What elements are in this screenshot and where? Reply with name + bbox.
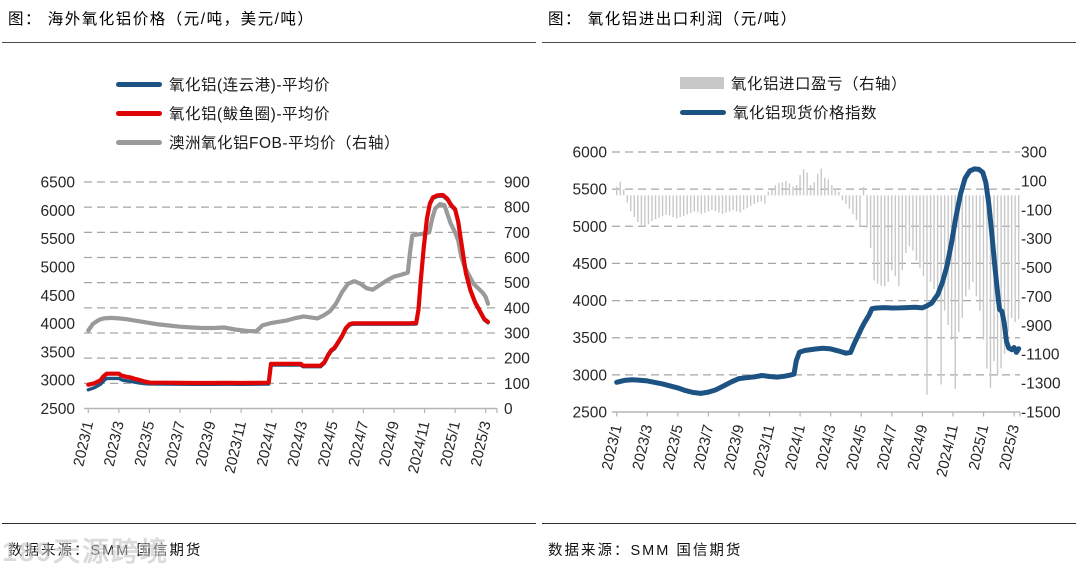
- line-swatch-icon: [116, 139, 162, 145]
- svg-text:600: 600: [504, 250, 530, 267]
- svg-text:900: 900: [504, 175, 530, 192]
- bar-swatch-icon: [680, 77, 724, 89]
- svg-text:2024/7: 2024/7: [874, 423, 901, 472]
- legend-item-australia-fob: 澳洲氧化铝FOB-平均价（右轴）: [116, 131, 400, 153]
- svg-text:2023/3: 2023/3: [629, 423, 656, 472]
- svg-text:3500: 3500: [573, 330, 608, 347]
- svg-text:-100: -100: [1021, 202, 1052, 219]
- svg-text:5000: 5000: [573, 219, 608, 236]
- svg-text:2024/5: 2024/5: [315, 420, 342, 469]
- right-title-divider: [542, 42, 1076, 43]
- svg-text:300: 300: [1021, 145, 1047, 162]
- left-chart-title: 图： 海外氧化铝价格（元/吨，美元/吨）: [8, 11, 315, 28]
- svg-text:4000: 4000: [41, 316, 76, 333]
- legend-item-spot-index: 氧化铝现货价格指数: [680, 101, 907, 123]
- line-swatch-icon: [116, 81, 162, 87]
- left-chart-canvas: 6500600055005000450040003500300025009008…: [41, 175, 531, 476]
- svg-text:400: 400: [504, 300, 530, 317]
- svg-text:4000: 4000: [573, 293, 608, 310]
- left-source-divider: [2, 523, 536, 524]
- svg-text:2023/3: 2023/3: [101, 420, 128, 469]
- legend-label: 澳洲氧化铝FOB-平均价（右轴）: [169, 135, 401, 152]
- line-swatch-icon: [680, 109, 726, 115]
- right-chart-title: 图： 氧化铝进出口利润（元/吨）: [548, 11, 798, 28]
- svg-text:2024/1: 2024/1: [254, 420, 281, 469]
- svg-text:2023/11: 2023/11: [750, 423, 779, 479]
- svg-text:5000: 5000: [41, 259, 76, 276]
- legend-label: 氧化铝(鲅鱼圈)-平均价: [169, 106, 330, 123]
- svg-text:-500: -500: [1021, 260, 1052, 277]
- svg-text:3500: 3500: [41, 344, 76, 361]
- svg-text:2024/3: 2024/3: [284, 420, 311, 469]
- svg-text:800: 800: [504, 200, 530, 217]
- right-chart-panel: 图： 氧化铝进出口利润（元/吨） 6000 5500 5000 4500 4000 350…: [540, 0, 1080, 575]
- svg-text:300: 300: [504, 326, 530, 343]
- svg-text:2025/1: 2025/1: [966, 423, 993, 472]
- svg-text:2024/5: 2024/5: [843, 423, 870, 472]
- legend-item-lianyungang: 氧化铝(连云港)-平均价: [116, 73, 400, 95]
- svg-text:2024/1: 2024/1: [782, 423, 809, 472]
- watermark: 189天源跨境: [2, 537, 170, 567]
- svg-text:-1500: -1500: [1021, 405, 1061, 422]
- legend-item-import-pnl: 氧化铝进口盈亏（右轴）: [680, 72, 907, 94]
- legend-label: 氧化铝进口盈亏（右轴）: [731, 76, 908, 93]
- legend-label: 氧化铝(连云港)-平均价: [169, 77, 330, 94]
- svg-text:2023/9: 2023/9: [721, 423, 748, 472]
- left-chart-panel: 图： 海外氧化铝价格（元/吨，美元/吨） 6500 6000 5500 5000 450…: [2, 11, 536, 559]
- svg-text:2023/9: 2023/9: [193, 420, 220, 469]
- svg-text:100: 100: [504, 376, 530, 393]
- right-source-divider: [542, 523, 1076, 524]
- svg-text:2024/11: 2024/11: [405, 420, 434, 476]
- svg-text:2024/7: 2024/7: [345, 420, 372, 469]
- svg-text:2023/7: 2023/7: [690, 423, 717, 472]
- svg-text:5500: 5500: [573, 182, 608, 199]
- svg-text:2023/1: 2023/1: [599, 423, 626, 472]
- svg-text:5500: 5500: [41, 231, 76, 248]
- svg-text:500: 500: [504, 275, 530, 292]
- svg-text:2024/11: 2024/11: [933, 423, 962, 479]
- svg-text:4500: 4500: [573, 256, 608, 273]
- svg-text:2024/9: 2024/9: [904, 423, 931, 472]
- svg-text:6500: 6500: [41, 175, 76, 192]
- svg-text:2025/3: 2025/3: [468, 420, 495, 469]
- svg-text:2023/5: 2023/5: [131, 420, 158, 469]
- svg-text:2500: 2500: [573, 405, 608, 422]
- left-chart-legend: 氧化铝(连云港)-平均价 氧化铝(鲅鱼圈)-平均价 澳洲氧化铝FOB-平均价（右…: [116, 73, 400, 153]
- legend-item-bayuquan: 氧化铝(鲅鱼圈)-平均价: [116, 102, 400, 124]
- svg-text:2023/11: 2023/11: [222, 420, 251, 476]
- svg-text:2023/1: 2023/1: [70, 420, 97, 469]
- svg-text:3000: 3000: [573, 367, 608, 384]
- svg-text:3000: 3000: [41, 373, 76, 390]
- svg-text:2024/9: 2024/9: [376, 420, 403, 469]
- svg-text:2024/3: 2024/3: [813, 423, 840, 472]
- left-data-source: 数据来源：SMM 国信期货: [8, 543, 203, 559]
- svg-text:2023/7: 2023/7: [162, 420, 189, 469]
- svg-text:0: 0: [504, 401, 513, 418]
- svg-text:2025/3: 2025/3: [996, 423, 1023, 472]
- legend-label: 氧化铝现货价格指数: [733, 105, 878, 122]
- svg-text:200: 200: [504, 351, 530, 368]
- svg-text:-1100: -1100: [1021, 347, 1060, 364]
- svg-text:700: 700: [504, 225, 530, 242]
- line-swatch-icon: [116, 110, 162, 116]
- svg-text:100: 100: [1021, 173, 1047, 190]
- left-title-divider: [2, 42, 536, 43]
- svg-text:-700: -700: [1021, 289, 1052, 306]
- svg-text:-300: -300: [1021, 231, 1052, 248]
- svg-text:2025/1: 2025/1: [437, 420, 464, 469]
- svg-text:-1300: -1300: [1021, 376, 1061, 393]
- svg-text:2500: 2500: [41, 401, 76, 418]
- svg-text:-900: -900: [1021, 318, 1052, 335]
- right-chart-legend: 氧化铝进口盈亏（右轴） 氧化铝现货价格指数: [680, 72, 907, 123]
- svg-text:6000: 6000: [573, 145, 608, 162]
- svg-text:2023/5: 2023/5: [660, 423, 687, 472]
- right-chart-canvas: 6000 5500 5000 4500 4000 3500 3000 2500 300 100 -1…: [573, 145, 1062, 479]
- right-data-source: 数据来源：SMM 国信期货: [548, 543, 743, 559]
- svg-text:4500: 4500: [41, 288, 76, 305]
- svg-text:6000: 6000: [41, 203, 76, 220]
